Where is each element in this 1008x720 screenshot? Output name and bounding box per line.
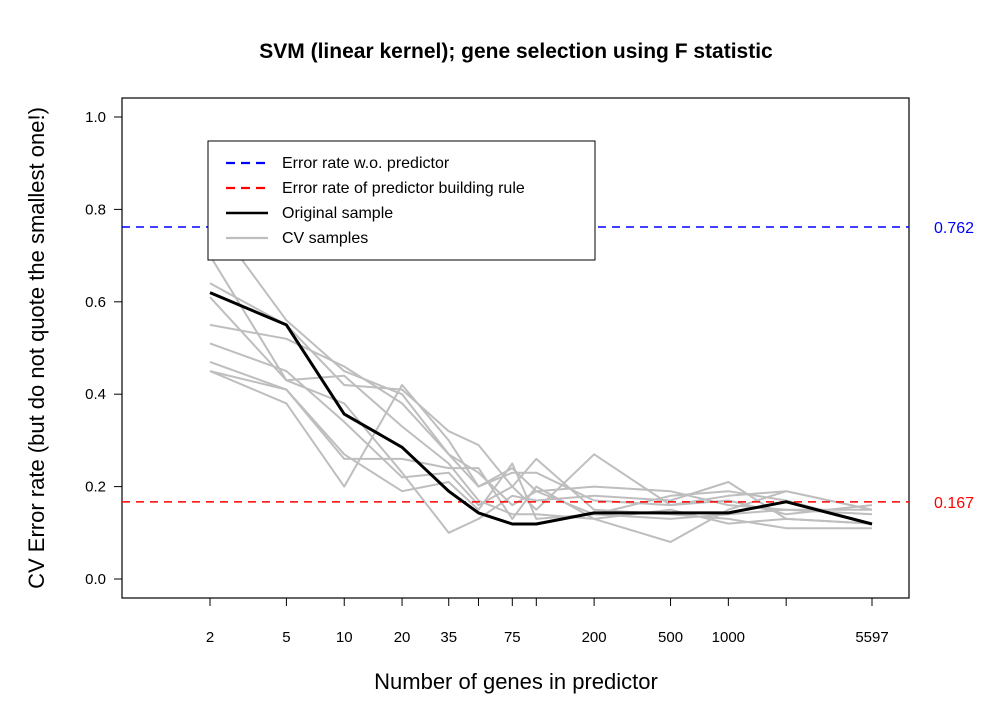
x-axis: 2 5 10 20 35 75 200 500 1000 5597 [206, 598, 889, 646]
x-tick-label: 20 [394, 629, 411, 646]
x-tick-label: 10 [336, 629, 353, 646]
reference-line-value: 0.762 [934, 220, 974, 237]
y-tick-label: 0.6 [85, 294, 106, 311]
x-tick-label: 5597 [855, 629, 888, 646]
plot-frame [121, 97, 910, 599]
reference-line-value: 0.167 [934, 495, 974, 512]
legend-label: Error rate w.o. predictor [282, 155, 450, 172]
x-axis-label: Number of genes in predictor [374, 669, 658, 694]
x-tick-label: 35 [440, 629, 457, 646]
legend: Error rate w.o. predictor Error rate of p… [207, 140, 596, 261]
cv-sample-line [209, 370, 873, 525]
y-axis-label: CV Error rate (but do not quote the smal… [24, 107, 49, 589]
x-tick-label: 200 [582, 629, 607, 646]
original-sample-line [209, 291, 873, 526]
x-tick-label: 500 [658, 629, 683, 646]
y-tick-label: 0.8 [85, 201, 106, 218]
legend-box [207, 140, 596, 261]
cv-sample-line [209, 370, 873, 511]
original-sample-series [209, 291, 873, 526]
x-tick-label: 75 [504, 629, 521, 646]
cv-sample-line [209, 296, 873, 534]
y-tick-label: 1.0 [85, 109, 106, 126]
cv-sample-line [209, 342, 873, 516]
cv-sample-line [209, 323, 872, 511]
legend-label: Original sample [282, 205, 393, 222]
cv-sample-line [209, 255, 873, 543]
x-tick-label: 5 [282, 629, 290, 646]
cv-sample-line [209, 215, 873, 520]
y-axis: 0.0 0.2 0.4 0.6 0.8 1.0 [85, 109, 122, 588]
chart-title: SVM (linear kernel); gene selection usin… [259, 40, 773, 63]
legend-label: Error rate of predictor building rule [282, 180, 525, 197]
cv-sample-line [209, 360, 873, 525]
cv-sample-lines [209, 215, 873, 543]
y-tick-label: 0.0 [85, 571, 106, 588]
x-tick-label: 1000 [712, 629, 745, 646]
y-tick-label: 0.2 [85, 479, 106, 496]
y-tick-label: 0.4 [85, 386, 106, 403]
legend-label: CV samples [282, 230, 368, 247]
x-tick-label: 2 [206, 629, 214, 646]
